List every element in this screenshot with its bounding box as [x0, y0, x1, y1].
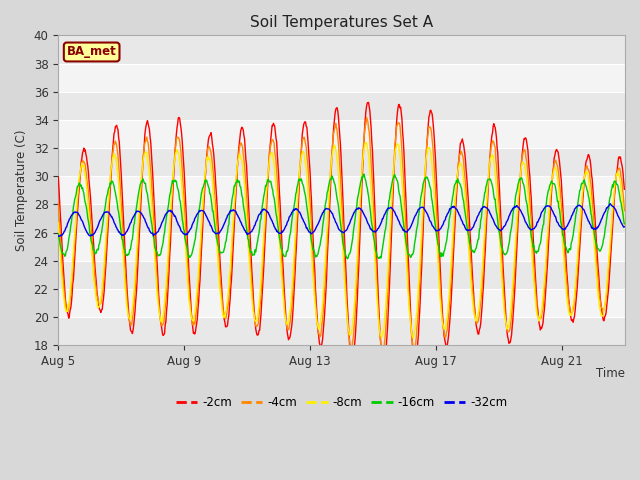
-4cm	[376, 330, 383, 336]
-2cm	[188, 311, 195, 316]
-16cm	[621, 221, 628, 227]
-8cm	[260, 225, 268, 230]
-8cm	[291, 245, 298, 251]
-16cm	[360, 171, 368, 177]
-16cm	[376, 253, 384, 259]
-32cm	[54, 233, 62, 239]
Bar	[58, 36, 625, 63]
-8cm	[621, 222, 628, 228]
Bar	[58, 289, 625, 317]
-16cm	[54, 231, 62, 237]
Line: -8cm: -8cm	[58, 143, 625, 338]
Bar	[58, 233, 625, 261]
-32cm	[607, 201, 614, 207]
-2cm	[260, 254, 268, 260]
Bar	[58, 317, 625, 346]
-4cm	[621, 208, 628, 214]
-8cm	[376, 328, 383, 334]
-16cm	[75, 182, 83, 188]
-4cm	[188, 313, 195, 319]
-16cm	[188, 252, 195, 258]
-32cm	[621, 224, 628, 229]
Legend: -2cm, -4cm, -8cm, -16cm, -32cm: -2cm, -4cm, -8cm, -16cm, -32cm	[172, 392, 512, 414]
-2cm	[54, 174, 62, 180]
Title: Soil Temperatures Set A: Soil Temperatures Set A	[250, 15, 433, 30]
-2cm	[513, 247, 520, 253]
Text: BA_met: BA_met	[67, 46, 116, 59]
-4cm	[75, 186, 83, 192]
-16cm	[344, 256, 351, 262]
-8cm	[410, 335, 417, 341]
Line: -2cm: -2cm	[58, 102, 625, 363]
Bar	[58, 261, 625, 289]
-32cm	[261, 207, 269, 213]
-8cm	[54, 219, 62, 225]
Bar	[58, 63, 625, 92]
-8cm	[362, 140, 369, 145]
-16cm	[260, 191, 268, 197]
Y-axis label: Soil Temperature (C): Soil Temperature (C)	[15, 130, 28, 251]
-16cm	[513, 189, 520, 194]
Bar	[58, 120, 625, 148]
-2cm	[621, 186, 628, 192]
-8cm	[513, 216, 520, 222]
Line: -4cm: -4cm	[58, 118, 625, 352]
-32cm	[376, 223, 383, 228]
-8cm	[188, 314, 195, 320]
-4cm	[363, 115, 371, 120]
-32cm	[188, 222, 196, 228]
-4cm	[260, 236, 268, 242]
Bar	[58, 92, 625, 120]
-4cm	[291, 262, 298, 268]
-32cm	[76, 213, 83, 218]
-4cm	[54, 199, 62, 205]
-32cm	[512, 204, 520, 209]
-4cm	[513, 230, 520, 236]
-32cm	[291, 206, 299, 212]
-2cm	[379, 360, 387, 366]
-4cm	[378, 349, 386, 355]
Line: -16cm: -16cm	[58, 174, 625, 259]
-2cm	[376, 324, 383, 329]
Line: -32cm: -32cm	[58, 204, 625, 236]
Bar	[58, 204, 625, 233]
-2cm	[365, 99, 372, 105]
-16cm	[291, 201, 298, 206]
Text: Time: Time	[596, 367, 625, 380]
-2cm	[291, 282, 298, 288]
-2cm	[75, 192, 83, 198]
-32cm	[56, 233, 63, 239]
Bar	[58, 176, 625, 204]
Bar	[58, 148, 625, 176]
-8cm	[75, 181, 83, 187]
